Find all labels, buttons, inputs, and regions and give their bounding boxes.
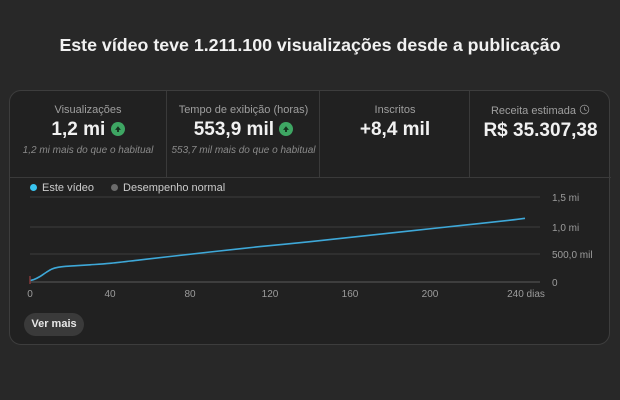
svg-text:120: 120: [262, 289, 279, 300]
svg-text:0: 0: [552, 278, 558, 289]
svg-text:40: 40: [104, 289, 116, 300]
svg-text:0: 0: [27, 289, 33, 300]
svg-text:500,0 mil: 500,0 mil: [552, 250, 593, 261]
svg-text:240 dias: 240 dias: [507, 289, 545, 300]
svg-text:1,0 mi: 1,0 mi: [552, 223, 579, 234]
svg-text:1,5 mi: 1,5 mi: [552, 193, 579, 204]
svg-text:200: 200: [422, 289, 439, 300]
svg-text:160: 160: [342, 289, 359, 300]
svg-text:80: 80: [184, 289, 196, 300]
